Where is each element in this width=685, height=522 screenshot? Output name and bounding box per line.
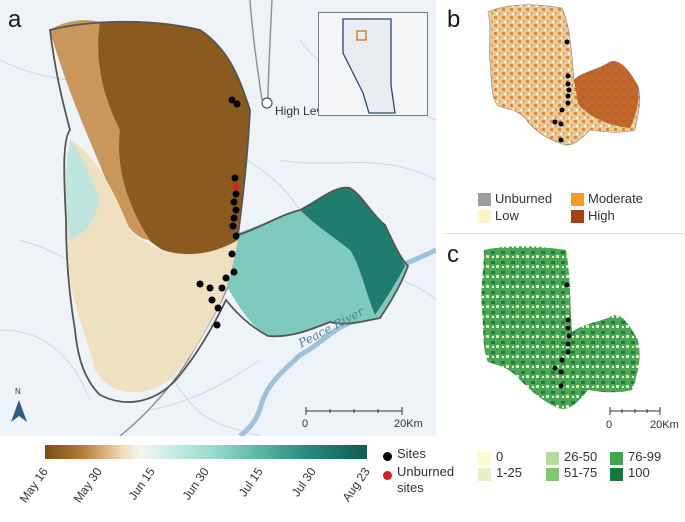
high-level-town-marker xyxy=(261,97,273,109)
site-legend-dot xyxy=(383,452,392,461)
colorbar-tick-label: Jun 15 xyxy=(125,464,159,503)
burn-severity-map xyxy=(487,4,640,146)
legend-swatch-unburned xyxy=(478,193,491,206)
canopy-area xyxy=(481,246,640,409)
cover-label-4: 76-99 xyxy=(628,449,662,464)
scale-start-label: 0 xyxy=(302,418,309,430)
cover-swatch-2 xyxy=(546,452,559,465)
cover-label-3: 51-75 xyxy=(564,465,598,480)
colorbar-tick-label: May 30 xyxy=(70,464,105,506)
legend-label-unburned: Unburned xyxy=(495,191,553,206)
severity-high-zone xyxy=(574,61,639,128)
legend-swatch-high xyxy=(571,210,584,223)
cover-swatch-5 xyxy=(610,468,623,481)
inset-locator-map xyxy=(318,12,428,116)
colorbar-tick-label: Jun 30 xyxy=(179,464,212,503)
legend-label-high: High xyxy=(588,208,615,223)
unburned-legend-label-1: Unburned xyxy=(397,464,455,479)
legend-label-moderate: Moderate xyxy=(588,191,643,206)
canopy-scale-bar xyxy=(609,407,661,415)
severity-site-markers xyxy=(552,39,572,143)
cover-label-1: 1-25 xyxy=(496,465,523,480)
cover-swatch-4 xyxy=(610,452,623,465)
canopy-scale-start: 0 xyxy=(606,419,613,431)
cover-label-5: 100 xyxy=(628,465,650,480)
fire-arrival-map: a High Level Peace River N 0 20Km xyxy=(0,0,436,436)
cover-swatch-1 xyxy=(478,468,491,481)
province-outline xyxy=(342,18,396,114)
panel-label-b: b xyxy=(447,6,461,33)
canopy-scale-end: 20Km xyxy=(650,419,679,431)
fire-area-mid xyxy=(65,140,239,393)
inset-graphic xyxy=(342,18,396,114)
panel-label-c: c xyxy=(447,241,459,268)
scale-bar xyxy=(305,407,403,415)
fire-date-colorbar xyxy=(45,445,367,459)
colorbar-tick-label: May 16 xyxy=(16,464,51,506)
site-markers xyxy=(196,96,241,329)
site-legend-label: Sites xyxy=(397,446,426,461)
canopy-site-markers xyxy=(552,282,572,389)
fire-arrival-map-graphic xyxy=(0,0,436,436)
panel-divider xyxy=(445,233,685,234)
scale-end-label: 20Km xyxy=(394,418,423,430)
legend-label-low: Low xyxy=(495,208,519,223)
panel-label-a: a xyxy=(8,6,22,33)
cover-swatch-3 xyxy=(546,468,559,481)
canopy-cover-map xyxy=(481,246,661,415)
cover-label-0: 0 xyxy=(496,449,504,464)
legend-swatch-moderate xyxy=(571,193,584,206)
fire-area-west-teal xyxy=(66,140,100,240)
colorbar-tick-label: Aug 23 xyxy=(339,464,373,505)
north-arrow-label: N xyxy=(15,387,21,396)
fire-area-early xyxy=(50,20,150,240)
colorbar-tick-label: Jul 15 xyxy=(235,464,266,500)
north-arrow-icon xyxy=(11,400,27,422)
fire-perimeter xyxy=(49,20,410,403)
city-label: High Level xyxy=(275,104,332,118)
study-area-box xyxy=(356,30,367,41)
legend-swatch-low xyxy=(478,210,491,223)
unburned-site-marker xyxy=(232,183,240,191)
cover-label-2: 26-50 xyxy=(564,449,598,464)
colorbar-tick-label: Jul 30 xyxy=(289,464,320,500)
unburned-legend-label-2: sites xyxy=(397,480,424,495)
cover-swatch-0 xyxy=(478,452,491,465)
unburned-legend-dot xyxy=(383,471,392,480)
